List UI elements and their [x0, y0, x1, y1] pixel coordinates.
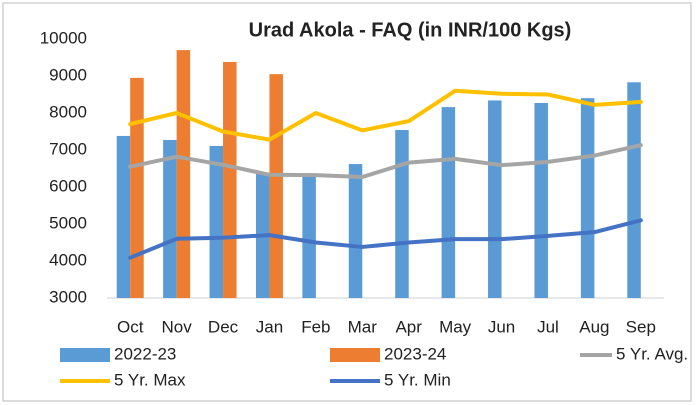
y-tick-label: 8000 — [49, 102, 87, 121]
y-tick-label: 4000 — [49, 250, 87, 269]
chart-title: Urad Akola - FAQ (in INR/100 Kgs) — [249, 19, 572, 41]
bar — [488, 100, 502, 298]
x-tick-label: Jan — [256, 317, 283, 336]
bar — [116, 135, 131, 298]
y-tick-label: 9000 — [49, 65, 87, 84]
x-tick-label: Feb — [301, 317, 330, 336]
bar — [269, 74, 283, 299]
x-tick-label: Sep — [626, 317, 656, 336]
x-tick-label: Mar — [348, 317, 378, 336]
line — [128, 218, 643, 260]
y-tick-label: 3000 — [49, 287, 87, 306]
x-tick-label: Apr — [395, 317, 422, 336]
legend-label: 2023-24 — [384, 344, 446, 363]
x-tick-label: Jun — [488, 317, 515, 336]
bar — [209, 145, 224, 298]
y-tick-label: 10000 — [40, 28, 87, 47]
y-tick-label: 6000 — [49, 176, 87, 195]
y-tick-label: 5000 — [49, 213, 87, 232]
x-tick-label: Dec — [208, 317, 239, 336]
y-tick-label: 7000 — [49, 139, 87, 158]
line — [128, 143, 643, 180]
legend-swatch — [330, 348, 380, 362]
bar — [130, 77, 144, 298]
legend-label: 5 Yr. Max — [114, 370, 186, 389]
legend-label: 2022-23 — [114, 344, 176, 363]
x-tick-label: Oct — [117, 317, 144, 336]
bar — [627, 82, 641, 298]
bar — [395, 130, 409, 298]
legend-label: 5 Yr. Avg. — [616, 344, 688, 363]
x-tick-label: Nov — [162, 317, 193, 336]
x-tick-label: Jul — [537, 317, 559, 336]
bar — [580, 98, 595, 298]
bar — [223, 61, 237, 298]
legend-label: 5 Yr. Min — [384, 370, 451, 389]
bar — [302, 175, 316, 298]
bar — [441, 107, 456, 298]
bar — [534, 103, 548, 298]
bar — [163, 140, 177, 298]
bar — [348, 164, 363, 298]
bar — [176, 50, 191, 298]
x-tick-label: Aug — [579, 317, 609, 336]
x-tick-label: May — [439, 317, 472, 336]
line — [128, 88, 643, 142]
legend-swatch — [60, 348, 110, 362]
